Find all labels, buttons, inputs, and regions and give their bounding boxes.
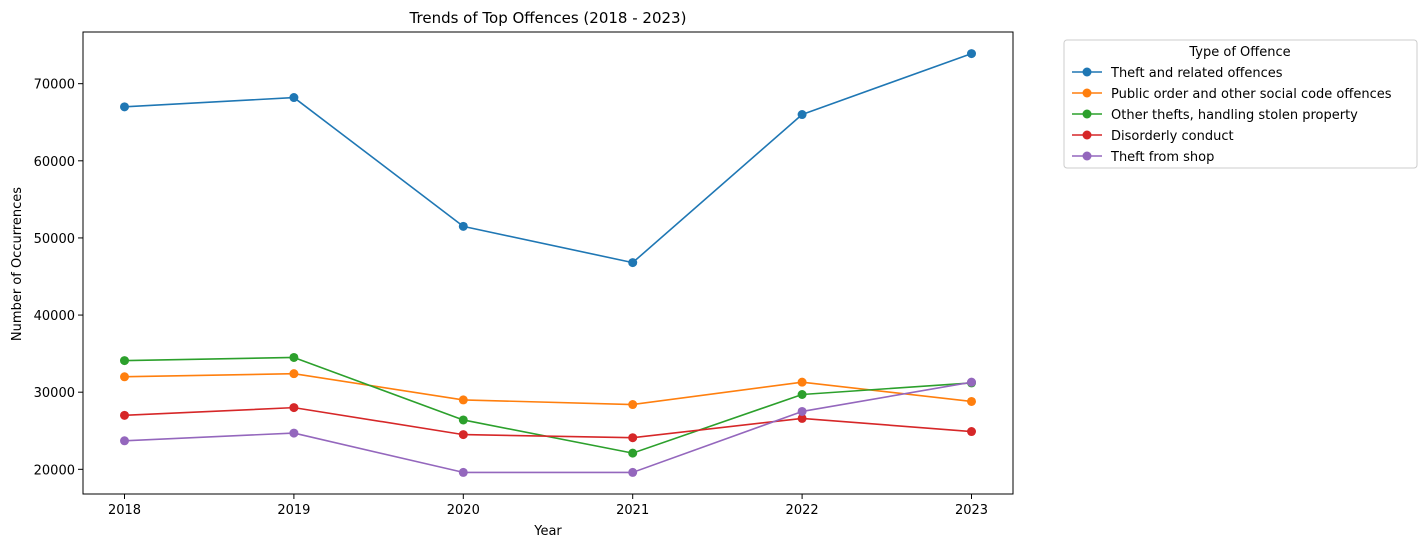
legend-marker [1082,109,1092,119]
x-tick-label: 2019 [277,503,310,518]
data-point [120,372,129,382]
data-point [628,467,638,477]
legend-marker [1082,151,1092,161]
data-point [458,430,468,440]
data-point [289,428,299,438]
legend-marker [1082,130,1092,140]
data-point [967,377,976,387]
y-tick-label: 20000 [34,463,75,478]
data-point [120,356,129,366]
series-line [124,381,972,474]
data-point [797,413,807,423]
data-point [458,221,468,231]
chart-title: Trends of Top Offences (2018 - 2023) [409,9,687,27]
x-tick-label: 2022 [786,503,819,518]
y-tick-label: 60000 [34,155,75,170]
x-tick-label: 2018 [108,503,141,518]
data-point [289,352,299,362]
y-axis-label: Number of Occurrences [10,187,25,341]
series-line [124,372,972,406]
data-point [797,377,807,387]
plot-frame [82,31,1014,495]
data-point [967,396,976,406]
x-tick-label: 2020 [447,503,480,518]
legend-label: Disorderly conduct [1111,129,1234,144]
legend-label: Public order and other social code offen… [1111,87,1392,102]
y-tick-label: 40000 [34,309,75,324]
series-line [124,356,972,454]
data-point [458,395,468,405]
data-point [289,93,299,103]
data-point [289,369,299,379]
data-point [797,390,807,400]
legend-label: Theft from shop [1110,150,1214,165]
y-tick-label: 50000 [34,232,75,247]
data-point [458,467,468,477]
y-tick-label: 70000 [34,78,75,93]
x-axis-label: Year [533,524,562,539]
x-tick-label: 2023 [955,503,988,518]
legend-box [1063,39,1418,169]
data-point [967,49,976,59]
data-point [628,448,638,458]
data-point [120,436,129,446]
data-point [628,400,638,410]
series-line [124,52,972,264]
y-tick-label: 30000 [34,386,75,401]
data-point [967,427,976,437]
data-point [120,102,129,112]
plot-area: 2018 2019 2020 2021 2022 2023 20000 30000 40000 5… [34,31,1014,518]
x-tick-label: 2021 [616,503,649,518]
legend-label: Other thefts, handling stolen property [1111,108,1358,123]
legend-label: Theft and related offences [1110,66,1283,81]
legend: Type of Offence Theft and related offenc… [1063,39,1418,169]
data-point [289,403,299,413]
series-line [124,406,972,439]
data-point [628,433,638,443]
data-point [458,415,468,425]
legend-title: Type of Offence [1188,45,1290,60]
legend-marker [1082,67,1092,77]
legend-marker [1082,88,1092,98]
data-point [628,258,638,268]
data-point [120,410,129,420]
data-point [797,406,807,416]
data-point [797,110,807,120]
